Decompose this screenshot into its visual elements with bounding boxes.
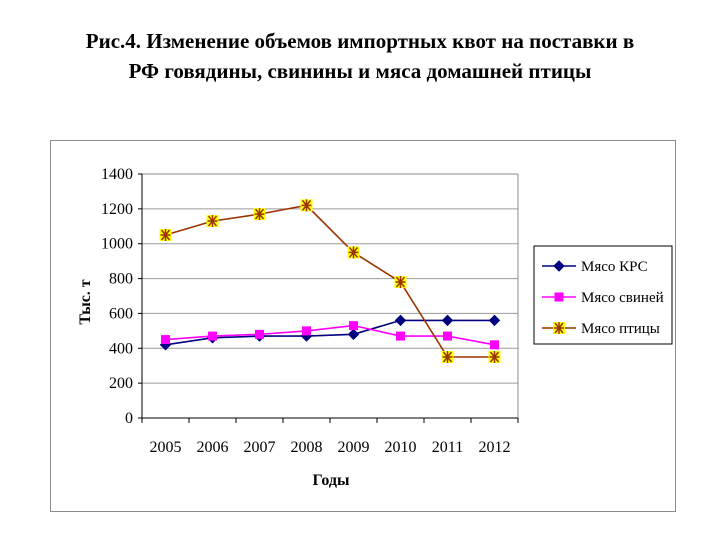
legend-swatch-marker: [553, 260, 565, 272]
marker-asterisk: [160, 229, 171, 241]
axis-labels: 0 200 400 600 800 1000 1200 1400 2005 2006 2007 200…: [77, 166, 511, 489]
data-point: [161, 335, 170, 345]
legend-label: Мясо птицы: [581, 321, 660, 337]
y-tick-label: 1200: [101, 201, 133, 218]
data-point: [253, 208, 266, 221]
title-line-2: РФ говядины, свинины и мяса домашней пти…: [128, 59, 592, 83]
y-tick-label: 600: [109, 305, 133, 322]
data-point: [396, 331, 405, 341]
marker-asterisk: [301, 199, 312, 212]
y-tick-label: 400: [109, 340, 133, 357]
legend-label: Мясо свиней: [581, 290, 664, 306]
legend-swatch-marker: [554, 292, 564, 302]
marker-asterisk: [207, 215, 218, 228]
y-tick-label: 200: [109, 375, 133, 392]
slide-title: Рис.4. Изменение объемов импортных квот …: [20, 26, 700, 86]
marker-asterisk: [554, 322, 564, 334]
axes: [138, 173, 519, 423]
x-tick-label: 2011: [432, 439, 463, 456]
x-tick-label: 2006: [197, 439, 229, 456]
data-point: [490, 340, 499, 350]
legend-swatch-marker: [553, 322, 565, 334]
data-point: [300, 199, 313, 212]
series-line-1: [165, 319, 495, 346]
chart-frame: 0 200 400 600 800 1000 1200 1400 2005 2006 2007 200…: [50, 140, 676, 512]
data-point: [441, 314, 454, 327]
line-chart: 0 200 400 600 800 1000 1200 1400 2005 2006 2007 200…: [77, 166, 673, 489]
data-point: [488, 314, 501, 327]
series-line-2: [165, 324, 495, 346]
marker-asterisk: [348, 246, 359, 259]
x-tick-label: 2008: [291, 439, 323, 456]
data-point: [488, 351, 501, 363]
data-point: [206, 215, 219, 228]
y-tick-label: 0: [125, 410, 133, 427]
series-line-3: [165, 204, 495, 358]
data-point: [349, 321, 358, 331]
y-axis-title: Тыс. т: [77, 279, 94, 324]
data-point: [394, 276, 407, 289]
marker-asterisk: [254, 208, 265, 221]
data-point: [302, 326, 311, 336]
y-tick-label: 1000: [101, 236, 133, 253]
x-tick-label: 2010: [385, 439, 417, 456]
data-point: [394, 314, 407, 327]
x-tick-label: 2012: [479, 439, 511, 456]
y-tick-label: 1400: [101, 166, 133, 183]
title-line-1: Рис.4. Изменение объемов импортных квот …: [85, 29, 635, 53]
marker-asterisk: [489, 351, 500, 363]
series-lines: [159, 199, 501, 363]
marker-asterisk: [395, 276, 406, 289]
x-tick-label: 2007: [244, 439, 276, 456]
marker-asterisk: [442, 351, 453, 363]
data-point: [255, 329, 264, 339]
y-tick-label: 800: [109, 271, 133, 288]
data-point: [159, 229, 172, 241]
data-point: [347, 246, 360, 259]
x-axis-title: Годы: [313, 472, 350, 489]
grid-lines: [142, 173, 518, 384]
x-tick-label: 2005: [150, 439, 182, 456]
x-tick-label: 2009: [338, 439, 370, 456]
data-point: [443, 331, 452, 341]
data-point: [441, 351, 454, 363]
data-point: [347, 328, 360, 341]
data-point: [208, 331, 217, 341]
legend: Мясо КРС Мясо свиней Мясо птицы: [533, 245, 673, 345]
legend-label: Мясо КРС: [581, 259, 648, 275]
